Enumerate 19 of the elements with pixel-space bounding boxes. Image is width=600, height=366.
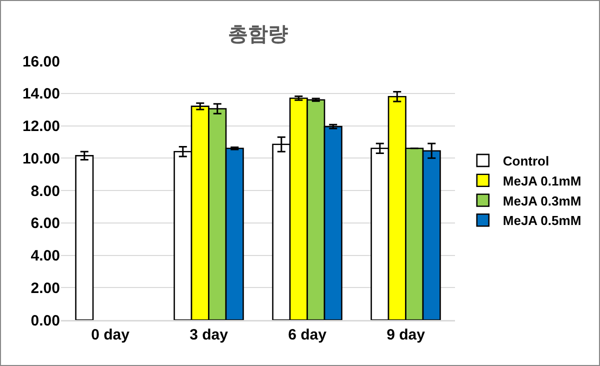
legend-label: MeJA 0.1mM (502, 173, 582, 188)
y-tick-label: 14.00 (22, 86, 60, 103)
y-tick-label: 6.00 (30, 215, 60, 232)
y-tick-label: 16.00 (22, 53, 60, 70)
chart-title: 총함량 (228, 21, 288, 46)
y-tick-label: 4.00 (30, 248, 60, 264)
x-tick-label: 0 day (91, 326, 130, 344)
legend-label: Control (502, 154, 550, 169)
x-tick-label: 6 day (288, 326, 328, 344)
legend-label: MeJA 0.5mM (502, 213, 582, 228)
y-tick-label: 10.00 (22, 150, 60, 168)
y-tick-label: 2.00 (30, 280, 60, 297)
legend-label: MeJA 0.3mM (502, 193, 582, 208)
x-tick-label: 3 day (190, 326, 229, 344)
y-tick-label: 0.00 (30, 312, 60, 330)
x-tick-label: 9 day (386, 326, 426, 344)
y-tick-label: 8.00 (30, 182, 60, 200)
bar (75, 155, 94, 320)
y-tick-label: 12.00 (22, 118, 60, 135)
